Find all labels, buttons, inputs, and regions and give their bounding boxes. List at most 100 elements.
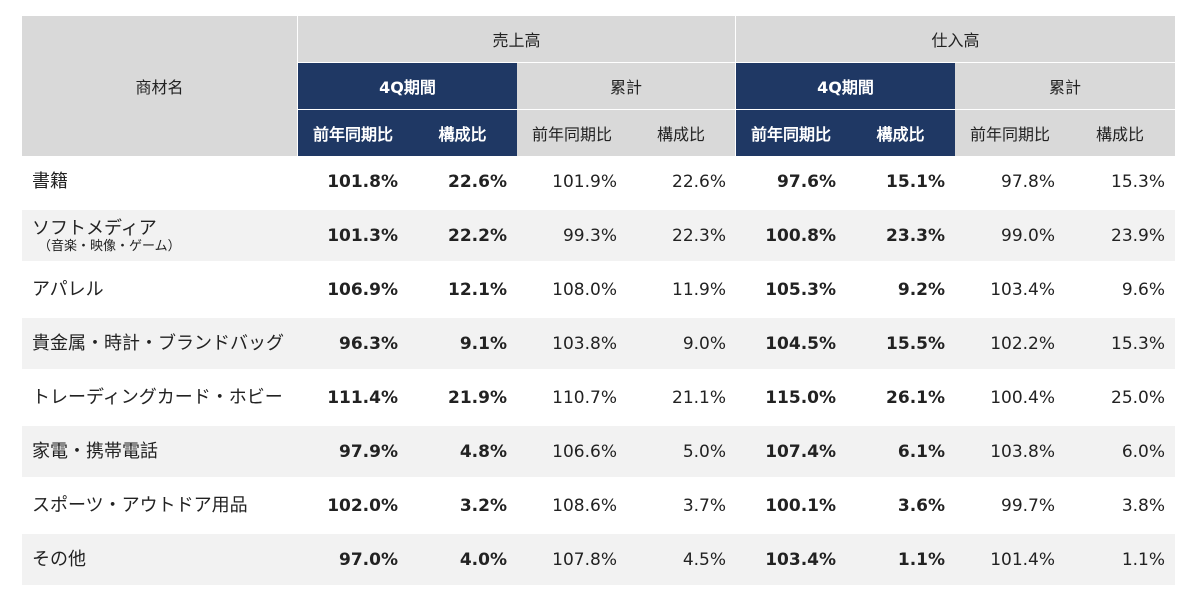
value-cell: 115.0% [736, 372, 847, 426]
product-name: スポーツ・アウトドア用品 [32, 494, 248, 516]
table-row: その他 97.0% 4.0% 107.8% 4.5% 103.4% 1.1% 101.4% 1.… [22, 534, 1176, 588]
value-cell: 106.9% [298, 264, 408, 318]
value-cell: 99.0% [955, 210, 1066, 264]
value-cell: 25.0% [1065, 372, 1176, 426]
value-cell: 3.2% [408, 480, 517, 534]
value-cell: 1.1% [1065, 534, 1176, 588]
product-name-header: 商材名 [22, 16, 298, 156]
product-name-cell: トレーディングカード・ホビー [22, 372, 298, 426]
value-cell: 106.6% [517, 426, 627, 480]
sales-4q-yoy-header: 前年同期比 [298, 110, 408, 156]
purchase-4q-header: 4Q期間 [736, 63, 956, 110]
value-cell: 11.9% [627, 264, 737, 318]
sales-group-header: 売上高 [298, 16, 737, 63]
product-name-cell: ソフトメディア （音楽・映像・ゲーム） [22, 210, 298, 264]
value-cell: 100.4% [955, 372, 1066, 426]
value-cell: 103.4% [955, 264, 1066, 318]
value-cell: 4.8% [408, 426, 517, 480]
value-cell: 101.9% [517, 156, 627, 210]
value-cell: 103.8% [517, 318, 627, 372]
value-cell: 104.5% [736, 318, 847, 372]
product-name-cell: 貴金属・時計・ブランドバッグ [22, 318, 298, 372]
value-cell: 6.0% [1065, 426, 1176, 480]
value-cell: 100.8% [736, 210, 847, 264]
purchase-group-header: 仕入高 [736, 16, 1176, 63]
value-cell: 15.3% [1065, 318, 1176, 372]
product-name-note: （音楽・映像・ゲーム） [38, 238, 181, 254]
value-cell: 5.0% [627, 426, 737, 480]
value-cell: 107.4% [736, 426, 847, 480]
value-cell: 97.0% [298, 534, 408, 588]
value-cell: 15.1% [846, 156, 956, 210]
value-cell: 108.6% [517, 480, 627, 534]
value-cell: 102.0% [298, 480, 408, 534]
value-cell: 97.8% [955, 156, 1066, 210]
value-cell: 100.1% [736, 480, 847, 534]
purchase-4q-share-header: 構成比 [846, 110, 956, 156]
value-cell: 9.0% [627, 318, 737, 372]
purchase-cum-share-header: 構成比 [1065, 110, 1176, 156]
sales-cum-yoy-header: 前年同期比 [517, 110, 627, 156]
value-cell: 96.3% [298, 318, 408, 372]
product-name-cell: アパレル [22, 264, 298, 318]
product-name: 貴金属・時計・ブランドバッグ [32, 332, 284, 354]
product-name: その他 [32, 548, 86, 570]
product-name-cell: その他 [22, 534, 298, 588]
value-cell: 15.5% [846, 318, 956, 372]
product-sales-table: 商材名 売上高 仕入高 4Q期間 累計 4Q期間 累計 前年同期比 構成比 前年… [22, 16, 1176, 588]
sales-cumulative-header: 累計 [517, 63, 737, 110]
value-cell: 9.1% [408, 318, 517, 372]
value-cell: 3.7% [627, 480, 737, 534]
table-row: 書籍 101.8% 22.6% 101.9% 22.6% 97.6% 15.1% 97.8% 1… [22, 156, 1176, 210]
value-cell: 4.5% [627, 534, 737, 588]
table-row: 貴金属・時計・ブランドバッグ 96.3% 9.1% 103.8% 9.0% 104.5% 1… [22, 318, 1176, 372]
value-cell: 22.3% [627, 210, 737, 264]
sales-4q-share-header: 構成比 [408, 110, 517, 156]
product-name-cell: 書籍 [22, 156, 298, 210]
product-name: 家電・携帯電話 [32, 440, 158, 462]
value-cell: 110.7% [517, 372, 627, 426]
value-cell: 9.2% [846, 264, 956, 318]
value-cell: 21.9% [408, 372, 517, 426]
value-cell: 22.2% [408, 210, 517, 264]
value-cell: 21.1% [627, 372, 737, 426]
value-cell: 12.1% [408, 264, 517, 318]
table-row: アパレル 106.9% 12.1% 108.0% 11.9% 105.3% 9.2% 103.… [22, 264, 1176, 318]
value-cell: 101.4% [955, 534, 1066, 588]
value-cell: 6.1% [846, 426, 956, 480]
value-cell: 99.3% [517, 210, 627, 264]
value-cell: 9.6% [1065, 264, 1176, 318]
value-cell: 103.8% [955, 426, 1066, 480]
value-cell: 108.0% [517, 264, 627, 318]
value-cell: 1.1% [846, 534, 956, 588]
purchase-cum-yoy-header: 前年同期比 [955, 110, 1066, 156]
purchase-4q-yoy-header: 前年同期比 [736, 110, 847, 156]
product-name: トレーディングカード・ホビー [32, 386, 283, 408]
value-cell: 26.1% [846, 372, 956, 426]
value-cell: 4.0% [408, 534, 517, 588]
product-name: アパレル [32, 278, 104, 300]
value-cell: 23.9% [1065, 210, 1176, 264]
value-cell: 107.8% [517, 534, 627, 588]
value-cell: 101.3% [298, 210, 408, 264]
value-cell: 22.6% [408, 156, 517, 210]
product-name-cell: 家電・携帯電話 [22, 426, 298, 480]
value-cell: 111.4% [298, 372, 408, 426]
value-cell: 97.6% [736, 156, 847, 210]
sales-4q-header: 4Q期間 [298, 63, 517, 110]
value-cell: 23.3% [846, 210, 956, 264]
value-cell: 3.8% [1065, 480, 1176, 534]
table-row: 家電・携帯電話 97.9% 4.8% 106.6% 5.0% 107.4% 6.1% 103.… [22, 426, 1176, 480]
product-name-cell: スポーツ・アウトドア用品 [22, 480, 298, 534]
value-cell: 97.9% [298, 426, 408, 480]
table-row: スポーツ・アウトドア用品 102.0% 3.2% 108.6% 3.7% 100.1% 3.… [22, 480, 1176, 534]
value-cell: 15.3% [1065, 156, 1176, 210]
purchase-cumulative-header: 累計 [955, 63, 1176, 110]
value-cell: 22.6% [627, 156, 737, 210]
value-cell: 101.8% [298, 156, 408, 210]
value-cell: 102.2% [955, 318, 1066, 372]
value-cell: 105.3% [736, 264, 847, 318]
product-name: ソフトメディア [32, 217, 157, 239]
table-row: トレーディングカード・ホビー 111.4% 21.9% 110.7% 21.1% 115.… [22, 372, 1176, 426]
value-cell: 103.4% [736, 534, 847, 588]
